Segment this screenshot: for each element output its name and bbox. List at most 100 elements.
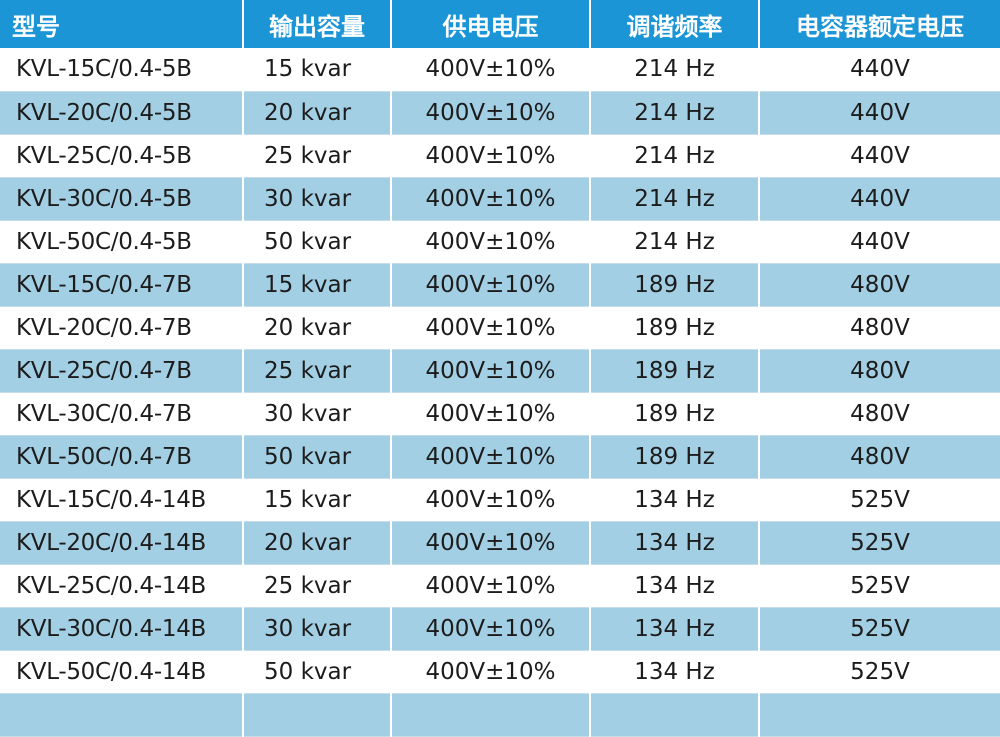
cell-supply-voltage: 400V±10% bbox=[391, 392, 591, 436]
cell-model: KVL-50C/0.4-5B bbox=[0, 220, 244, 264]
cell-capacitor-rated-voltage: 440V bbox=[759, 48, 1000, 92]
cell-supply-voltage: 400V±10% bbox=[391, 263, 591, 307]
cell-model: KVL-25C/0.4-14B bbox=[0, 564, 244, 608]
header-output-capacity: 输出容量 bbox=[243, 0, 392, 48]
cell-tuning-frequency: 214 Hz bbox=[590, 177, 760, 221]
cell-capacitor-rated-voltage: 480V bbox=[759, 306, 1000, 350]
table-row-empty bbox=[0, 693, 1000, 737]
cell-supply-voltage: 400V±10% bbox=[391, 349, 591, 393]
cell-supply-voltage: 400V±10% bbox=[391, 306, 591, 350]
cell-tuning-frequency: 214 Hz bbox=[590, 220, 760, 264]
table-row: KVL-20C/0.4-7B 20 kvar 400V±10% 189 Hz 480V bbox=[0, 306, 1000, 350]
cell-capacitor-rated-voltage: 525V bbox=[759, 650, 1000, 694]
cell-model: KVL-50C/0.4-14B bbox=[0, 650, 244, 694]
cell-tuning-frequency: 134 Hz bbox=[590, 564, 760, 608]
cell-model: KVL-30C/0.4-14B bbox=[0, 607, 244, 651]
cell-capacitor-rated-voltage: 440V bbox=[759, 134, 1000, 178]
cell-capacitor-rated-voltage: 525V bbox=[759, 521, 1000, 565]
cell-output-capacity: 50 kvar bbox=[243, 650, 392, 694]
cell-output-capacity: 25 kvar bbox=[243, 564, 392, 608]
cell-model: KVL-25C/0.4-7B bbox=[0, 349, 244, 393]
cell-tuning-frequency: 134 Hz bbox=[590, 478, 760, 522]
cell-model: KVL-20C/0.4-14B bbox=[0, 521, 244, 565]
header-tuning-frequency: 调谐频率 bbox=[590, 0, 760, 48]
cell-output-capacity: 15 kvar bbox=[243, 48, 392, 92]
table-row: KVL-30C/0.4-7B 30 kvar 400V±10% 189 Hz 480V bbox=[0, 392, 1000, 436]
cell-output-capacity: 15 kvar bbox=[243, 263, 392, 307]
empty-cell bbox=[0, 693, 244, 737]
cell-tuning-frequency: 189 Hz bbox=[590, 392, 760, 436]
cell-tuning-frequency: 189 Hz bbox=[590, 306, 760, 350]
header-capacitor-rated-voltage: 电容器额定电压 bbox=[796, 12, 964, 41]
cell-supply-voltage: 400V±10% bbox=[391, 435, 591, 479]
cell-model: KVL-20C/0.4-5B bbox=[0, 91, 244, 135]
cell-capacitor-rated-voltage: 480V bbox=[759, 349, 1000, 393]
table-row: KVL-30C/0.4-14B 30 kvar 400V±10% 134 Hz 525V bbox=[0, 607, 1000, 651]
cell-output-capacity: 15 kvar bbox=[243, 478, 392, 522]
cell-output-capacity: 20 kvar bbox=[243, 521, 392, 565]
cell-tuning-frequency: 134 Hz bbox=[590, 521, 760, 565]
table-body: KVL-15C/0.4-5B 15 kvar 400V±10% 214 Hz 440V K… bbox=[0, 48, 1000, 737]
empty-cell bbox=[243, 693, 392, 737]
cell-supply-voltage: 400V±10% bbox=[391, 177, 591, 221]
cell-model: KVL-15C/0.4-14B bbox=[0, 478, 244, 522]
cell-output-capacity: 50 kvar bbox=[243, 220, 392, 264]
table-row: KVL-50C/0.4-5B 50 kvar 400V±10% 214 Hz 440V bbox=[0, 220, 1000, 264]
table-row: KVL-50C/0.4-14B 50 kvar 400V±10% 134 Hz 525V bbox=[0, 650, 1000, 694]
empty-cell bbox=[590, 693, 760, 737]
header-supply-voltage: 供电电压 bbox=[391, 0, 591, 48]
cell-tuning-frequency: 214 Hz bbox=[590, 134, 760, 178]
cell-supply-voltage: 400V±10% bbox=[391, 521, 591, 565]
cell-model: KVL-15C/0.4-5B bbox=[0, 48, 244, 92]
cell-tuning-frequency: 134 Hz bbox=[590, 650, 760, 694]
cell-supply-voltage: 400V±10% bbox=[391, 607, 591, 651]
cell-model: KVL-25C/0.4-5B bbox=[0, 134, 244, 178]
cell-capacitor-rated-voltage: 525V bbox=[759, 478, 1000, 522]
cell-supply-voltage: 400V±10% bbox=[391, 564, 591, 608]
cell-capacitor-rated-voltage: 480V bbox=[759, 435, 1000, 479]
table-row: KVL-15C/0.4-5B 15 kvar 400V±10% 214 Hz 440V bbox=[0, 48, 1000, 92]
cell-supply-voltage: 400V±10% bbox=[391, 134, 591, 178]
cell-capacitor-rated-voltage: 440V bbox=[759, 91, 1000, 135]
cell-capacitor-rated-voltage: 440V bbox=[759, 177, 1000, 221]
cell-supply-voltage: 400V±10% bbox=[391, 91, 591, 135]
table-row: KVL-15C/0.4-14B 15 kvar 400V±10% 134 Hz 525V bbox=[0, 478, 1000, 522]
cell-output-capacity: 25 kvar bbox=[243, 134, 392, 178]
table-row: KVL-25C/0.4-14B 25 kvar 400V±10% 134 Hz 525V bbox=[0, 564, 1000, 608]
table-row: KVL-25C/0.4-5B 25 kvar 400V±10% 214 Hz 440V bbox=[0, 134, 1000, 178]
table-row: KVL-20C/0.4-5B 20 kvar 400V±10% 214 Hz 440V bbox=[0, 91, 1000, 135]
empty-cell bbox=[759, 693, 1000, 737]
table-row: KVL-20C/0.4-14B 20 kvar 400V±10% 134 Hz 525V bbox=[0, 521, 1000, 565]
cell-supply-voltage: 400V±10% bbox=[391, 220, 591, 264]
header-model: 型号 bbox=[0, 0, 244, 48]
empty-cell bbox=[391, 693, 591, 737]
cell-tuning-frequency: 189 Hz bbox=[590, 263, 760, 307]
cell-model: KVL-15C/0.4-7B bbox=[0, 263, 244, 307]
cell-supply-voltage: 400V±10% bbox=[391, 478, 591, 522]
cell-tuning-frequency: 214 Hz bbox=[590, 91, 760, 135]
cell-tuning-frequency: 189 Hz bbox=[590, 349, 760, 393]
cell-tuning-frequency: 134 Hz bbox=[590, 607, 760, 651]
cell-output-capacity: 20 kvar bbox=[243, 91, 392, 135]
table-header: 型号 输出容量 供电电压 调谐频率 电容器额定电压 bbox=[0, 0, 1000, 48]
cell-capacitor-rated-voltage: 480V bbox=[759, 263, 1000, 307]
cell-capacitor-rated-voltage: 480V bbox=[759, 392, 1000, 436]
cell-output-capacity: 25 kvar bbox=[243, 349, 392, 393]
cell-capacitor-rated-voltage: 525V bbox=[759, 607, 1000, 651]
header-row: 型号 输出容量 供电电压 调谐频率 电容器额定电压 bbox=[0, 0, 1000, 48]
cell-model: KVL-30C/0.4-7B bbox=[0, 392, 244, 436]
cell-output-capacity: 50 kvar bbox=[243, 435, 392, 479]
cell-capacitor-rated-voltage: 440V bbox=[759, 220, 1000, 264]
cell-output-capacity: 20 kvar bbox=[243, 306, 392, 350]
table-row: KVL-25C/0.4-7B 25 kvar 400V±10% 189 Hz 480V bbox=[0, 349, 1000, 393]
cell-output-capacity: 30 kvar bbox=[243, 177, 392, 221]
cell-output-capacity: 30 kvar bbox=[243, 392, 392, 436]
cell-model: KVL-50C/0.4-7B bbox=[0, 435, 244, 479]
table-row: KVL-15C/0.4-7B 15 kvar 400V±10% 189 Hz 480V bbox=[0, 263, 1000, 307]
cell-output-capacity: 30 kvar bbox=[243, 607, 392, 651]
cell-model: KVL-20C/0.4-7B bbox=[0, 306, 244, 350]
cell-capacitor-rated-voltage: 525V bbox=[759, 564, 1000, 608]
cell-tuning-frequency: 214 Hz bbox=[590, 48, 760, 92]
table-row: KVL-30C/0.4-5B 30 kvar 400V±10% 214 Hz 440V bbox=[0, 177, 1000, 221]
